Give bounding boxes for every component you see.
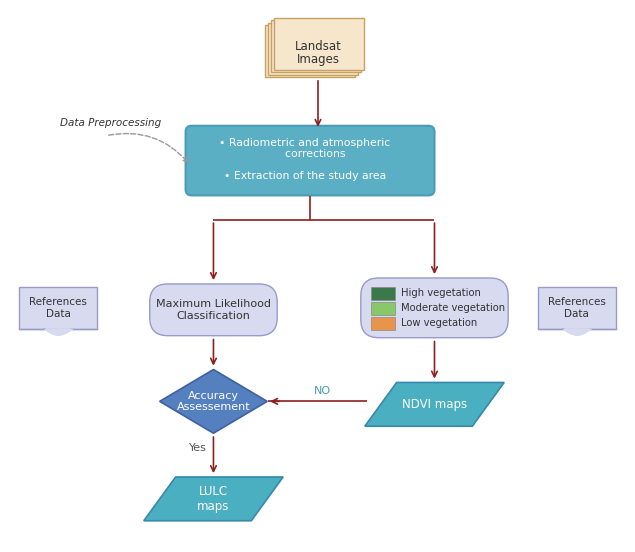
FancyBboxPatch shape [19, 287, 97, 329]
Text: • Radiometric and atmospheric
      corrections: • Radiometric and atmospheric correction… [220, 138, 391, 160]
FancyBboxPatch shape [271, 20, 361, 72]
FancyBboxPatch shape [150, 284, 277, 336]
Text: References
Data: References Data [548, 297, 606, 319]
Bar [371, 287, 395, 300]
Text: Maximum Likelihood
Classification: Maximum Likelihood Classification [156, 299, 271, 321]
FancyBboxPatch shape [274, 18, 364, 70]
FancyBboxPatch shape [361, 278, 508, 338]
Polygon shape [144, 477, 283, 521]
Text: NDVI maps: NDVI maps [402, 398, 467, 411]
FancyBboxPatch shape [185, 126, 434, 195]
Bar [371, 302, 395, 315]
FancyBboxPatch shape [268, 23, 358, 75]
FancyBboxPatch shape [538, 287, 616, 329]
Text: Images: Images [297, 52, 340, 66]
Text: High vegetation: High vegetation [401, 288, 481, 299]
Text: Moderate vegetation: Moderate vegetation [401, 304, 505, 314]
Bar [371, 317, 395, 330]
Text: Landsat: Landsat [295, 40, 342, 52]
Text: • Extraction of the study area: • Extraction of the study area [224, 171, 386, 181]
FancyBboxPatch shape [265, 25, 355, 77]
Polygon shape [364, 383, 504, 426]
Text: Low vegetation: Low vegetation [401, 319, 477, 328]
Text: Yes: Yes [189, 443, 206, 453]
Text: Accuracy
Assessement: Accuracy Assessement [177, 391, 250, 412]
Text: References
Data: References Data [29, 297, 87, 319]
Text: LULC
maps: LULC maps [197, 485, 230, 513]
Text: NO: NO [314, 386, 331, 396]
Text: Data Preprocessing: Data Preprocessing [60, 118, 161, 128]
Polygon shape [159, 369, 267, 433]
